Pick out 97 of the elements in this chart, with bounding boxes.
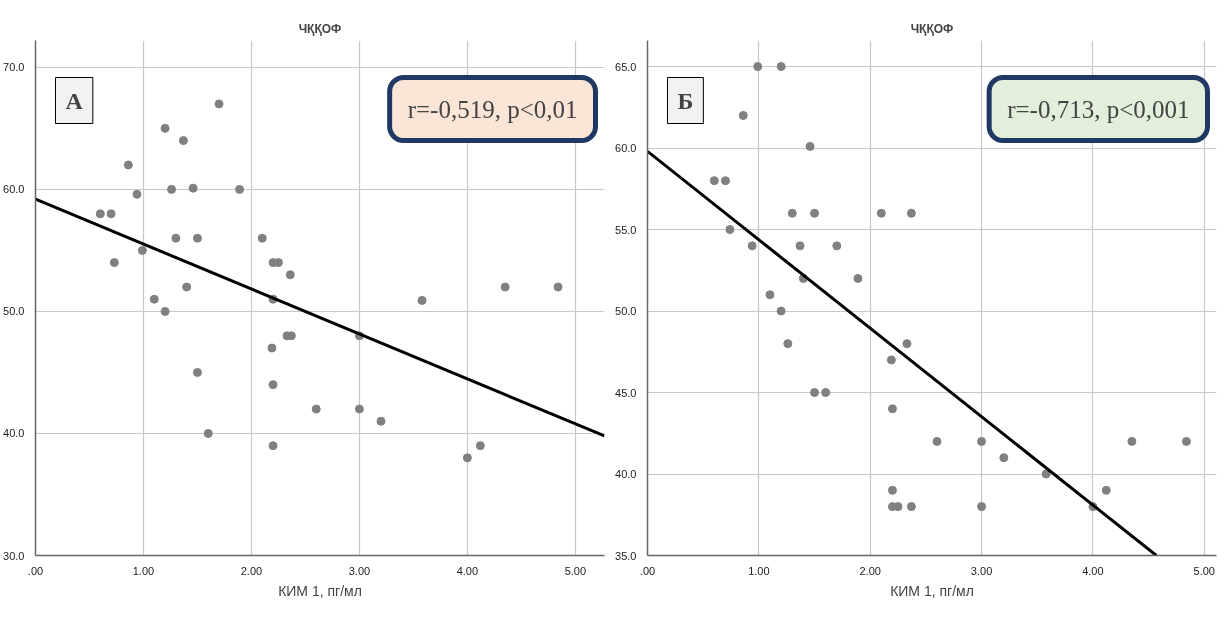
point xyxy=(137,245,147,255)
point xyxy=(853,273,863,283)
point xyxy=(776,62,786,72)
point xyxy=(906,208,916,218)
point xyxy=(462,453,472,463)
point xyxy=(902,339,912,349)
point xyxy=(106,209,116,219)
x-tick-label: 1.00 xyxy=(748,564,770,577)
point xyxy=(149,294,159,304)
point xyxy=(167,184,177,194)
x-tick-label: 3.00 xyxy=(348,564,371,577)
y-tick-label: 45.0 xyxy=(615,386,637,399)
point xyxy=(267,343,277,353)
point xyxy=(192,367,202,377)
point xyxy=(500,282,510,292)
x-tick-label: .00 xyxy=(639,564,656,577)
point xyxy=(160,123,170,133)
y-tick-label: 60.0 xyxy=(615,142,637,155)
point xyxy=(285,270,295,280)
y-tick-label: 40.0 xyxy=(3,427,25,440)
point xyxy=(720,176,730,186)
annotation: Б xyxy=(677,87,694,114)
y-tick-label: 70.0 xyxy=(3,61,25,74)
y-tick-label: 35.0 xyxy=(615,549,637,562)
point xyxy=(783,339,793,349)
point xyxy=(886,355,896,365)
y-tick-label: 60.0 xyxy=(3,183,25,196)
point xyxy=(171,233,181,243)
y-tick-label: 65.0 xyxy=(615,60,637,73)
point xyxy=(821,388,831,398)
point xyxy=(810,388,820,398)
point xyxy=(268,441,278,451)
point xyxy=(192,233,202,243)
point xyxy=(354,404,364,414)
point xyxy=(123,160,133,170)
point xyxy=(738,110,748,120)
point xyxy=(1127,436,1137,446)
point xyxy=(182,282,192,292)
point xyxy=(977,502,987,512)
point xyxy=(776,306,786,316)
point xyxy=(1041,469,1051,479)
point xyxy=(725,225,735,235)
point xyxy=(753,62,763,72)
point xyxy=(188,183,198,193)
point xyxy=(417,295,427,305)
y-tick-label: 55.0 xyxy=(615,223,637,236)
x-tick-label: 3.00 xyxy=(970,564,993,577)
annotation: r=-0,519, p<0,01 xyxy=(407,95,578,123)
point xyxy=(906,502,916,512)
point xyxy=(203,428,213,438)
point xyxy=(999,453,1009,463)
point xyxy=(235,184,245,194)
x-tick-label: 4.00 xyxy=(1082,564,1104,577)
x-tick-label: .00 xyxy=(27,564,44,577)
point xyxy=(178,136,188,146)
point xyxy=(214,99,224,109)
point xyxy=(932,436,942,446)
x-tick-label: 2.00 xyxy=(240,564,263,577)
chart-title: ЧҚҚОФ xyxy=(910,21,954,36)
x-tick-label: 2.00 xyxy=(859,564,881,577)
point xyxy=(553,282,563,292)
annotation: А xyxy=(65,87,84,114)
point xyxy=(805,141,815,151)
chart-title: ЧҚҚОФ xyxy=(298,21,342,36)
point xyxy=(109,258,119,268)
point xyxy=(311,404,321,414)
point xyxy=(268,380,278,390)
point xyxy=(787,208,797,218)
x-tick-label: 1.00 xyxy=(132,564,155,577)
point xyxy=(810,208,820,218)
y-tick-label: 40.0 xyxy=(615,468,637,481)
x-tick-label: 5.00 xyxy=(564,564,587,577)
y-tick-label: 30.0 xyxy=(3,549,25,562)
point xyxy=(1181,436,1191,446)
point xyxy=(832,241,842,251)
point xyxy=(132,189,142,199)
point xyxy=(257,233,267,243)
point xyxy=(765,290,775,300)
annotation: r=-0,713, p<0,001 xyxy=(1007,95,1190,123)
point xyxy=(376,416,386,426)
y-tick-label: 50.0 xyxy=(615,305,637,318)
point xyxy=(1101,485,1111,495)
point xyxy=(876,208,886,218)
x-tick-label: 5.00 xyxy=(1193,564,1215,577)
y-tick-label: 50.0 xyxy=(3,305,25,318)
point xyxy=(887,404,897,414)
point xyxy=(709,176,719,186)
point xyxy=(160,306,170,316)
point xyxy=(475,441,485,451)
x-axis-title: КИМ 1, пг/мл xyxy=(890,582,974,599)
x-axis-title: КИМ 1, пг/мл xyxy=(278,582,362,599)
point xyxy=(95,209,105,219)
point xyxy=(887,485,897,495)
point xyxy=(747,241,757,251)
point xyxy=(977,436,987,446)
x-tick-label: 4.00 xyxy=(456,564,479,577)
point xyxy=(795,241,805,251)
